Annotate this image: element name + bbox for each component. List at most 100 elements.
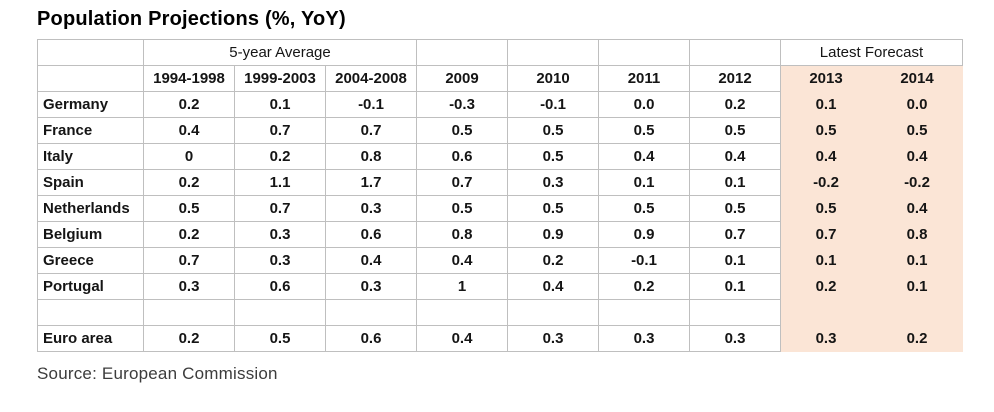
table-cell: 0.6 (416, 143, 508, 170)
table-cell (598, 299, 690, 326)
row-label: Germany (37, 91, 144, 118)
table-cell: 0.5 (598, 195, 690, 222)
table-cell-forecast: 0.5 (780, 195, 872, 222)
table-cell: 0.2 (598, 273, 690, 300)
table-row-germany: Germany 0.2 0.1 -0.1 -0.3 -0.1 0.0 0.2 0… (37, 91, 963, 118)
row-label (37, 299, 144, 326)
table-cell: 0.3 (234, 247, 326, 274)
year-header-2013: 2013 (780, 65, 872, 92)
table-cell: 0.7 (325, 117, 417, 144)
page-title: Population Projections (%, YoY) (37, 8, 346, 30)
table-cell: 0.8 (416, 221, 508, 248)
blank-group-cell (598, 39, 690, 66)
table-cell: 0.2 (143, 221, 235, 248)
table-row-euro-area: Euro area 0.2 0.5 0.6 0.4 0.3 0.3 0.3 0.… (37, 325, 963, 352)
table-cell: 1 (416, 273, 508, 300)
table-cell-forecast: 0.3 (780, 325, 872, 352)
corner-cell (37, 39, 144, 66)
table-cell: -0.1 (325, 91, 417, 118)
table-cell: -0.1 (507, 91, 599, 118)
table-cell: 0.7 (143, 247, 235, 274)
table-cell: 0.0 (598, 91, 690, 118)
table-cell: 0.5 (416, 195, 508, 222)
table-cell: 0.3 (689, 325, 781, 352)
table-cell-forecast: 0.1 (871, 273, 963, 300)
table-row-greece: Greece 0.7 0.3 0.4 0.4 0.2 -0.1 0.1 0.1 … (37, 247, 963, 274)
table-cell: 0.2 (143, 325, 235, 352)
table-cell-forecast: 0.2 (871, 325, 963, 352)
year-header-2009: 2009 (416, 65, 508, 92)
table-cell: 0.7 (689, 221, 781, 248)
table-cell-forecast: 0.4 (871, 195, 963, 222)
table-cell: 0.7 (234, 195, 326, 222)
year-header-1999-2003: 1999-2003 (234, 65, 326, 92)
table-cell: 0.7 (416, 169, 508, 196)
table-cell-forecast: 0.7 (780, 221, 872, 248)
table-cell-forecast: 0.4 (871, 143, 963, 170)
table-cell-forecast: 0.5 (780, 117, 872, 144)
table-cell-forecast: 0.0 (871, 91, 963, 118)
table-cell: 0.4 (416, 247, 508, 274)
row-label: Belgium (37, 221, 144, 248)
table-cell (325, 299, 417, 326)
table-cell: 0.4 (143, 117, 235, 144)
year-header-2004-2008: 2004-2008 (325, 65, 417, 92)
table-cell: 0.5 (507, 195, 599, 222)
table-cell: 0.1 (689, 247, 781, 274)
row-label: France (37, 117, 144, 144)
table-cell-forecast: 0.5 (871, 117, 963, 144)
table-cell: 0.4 (325, 247, 417, 274)
year-header-2011: 2011 (598, 65, 690, 92)
table-cell: 0 (143, 143, 235, 170)
row-label: Netherlands (37, 195, 144, 222)
table-cell-forecast (780, 299, 872, 326)
table-cell: 0.9 (507, 221, 599, 248)
table-cell: 0.7 (234, 117, 326, 144)
year-header-2010: 2010 (507, 65, 599, 92)
year-header-2014: 2014 (871, 65, 963, 92)
table-cell (416, 299, 508, 326)
table-cell (689, 299, 781, 326)
table-cell-forecast: 0.1 (780, 91, 872, 118)
table-cell: 0.2 (234, 143, 326, 170)
table-row-france: France 0.4 0.7 0.7 0.5 0.5 0.5 0.5 0.5 0… (37, 117, 963, 144)
table-cell: 0.1 (598, 169, 690, 196)
table-cell-forecast: 0.1 (780, 247, 872, 274)
table-cell: 0.2 (143, 169, 235, 196)
table-cell (507, 299, 599, 326)
table-cell (143, 299, 235, 326)
table-cell: 0.3 (325, 195, 417, 222)
table-row-netherlands: Netherlands 0.5 0.7 0.3 0.5 0.5 0.5 0.5 … (37, 195, 963, 222)
table-cell: 0.8 (325, 143, 417, 170)
table-cell: 0.3 (507, 169, 599, 196)
year-header-2012: 2012 (689, 65, 781, 92)
year-header-1994-1998: 1994-1998 (143, 65, 235, 92)
table-cell (234, 299, 326, 326)
row-label: Portugal (37, 273, 144, 300)
table-cell: 0.1 (689, 273, 781, 300)
table-cell: 0.4 (416, 325, 508, 352)
table-cell: 0.5 (598, 117, 690, 144)
table-cell: 0.6 (325, 221, 417, 248)
table-cell: 1.1 (234, 169, 326, 196)
table-cell: 0.2 (507, 247, 599, 274)
spacer-row (37, 299, 963, 326)
table-row-italy: Italy 0 0.2 0.8 0.6 0.5 0.4 0.4 0.4 0.4 (37, 143, 963, 170)
group-latest-forecast: Latest Forecast (780, 39, 963, 66)
table-cell-forecast: -0.2 (780, 169, 872, 196)
table-cell: 0.6 (234, 273, 326, 300)
row-label: Italy (37, 143, 144, 170)
table-cell-forecast: -0.2 (871, 169, 963, 196)
table-cell: 0.3 (507, 325, 599, 352)
table-cell: 0.5 (507, 143, 599, 170)
table-cell-forecast: 0.1 (871, 247, 963, 274)
row-label-header (37, 65, 144, 92)
table-cell: -0.3 (416, 91, 508, 118)
table-cell: 0.5 (507, 117, 599, 144)
page: Population Projections (%, YoY) 5-year A… (37, 8, 963, 383)
table-cell: 1.7 (325, 169, 417, 196)
table-cell-forecast: 0.8 (871, 221, 963, 248)
row-label: Greece (37, 247, 144, 274)
table-cell: 0.5 (689, 117, 781, 144)
blank-group-cell (416, 39, 508, 66)
